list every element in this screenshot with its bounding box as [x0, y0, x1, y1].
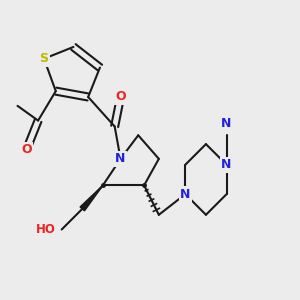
Text: N: N — [116, 152, 126, 165]
Text: O: O — [21, 143, 32, 157]
Text: O: O — [115, 91, 126, 103]
Polygon shape — [80, 185, 103, 211]
Text: HO: HO — [36, 223, 56, 236]
Text: S: S — [40, 52, 49, 65]
Text: N: N — [180, 188, 190, 201]
Text: N: N — [221, 117, 232, 130]
Text: N: N — [221, 158, 232, 171]
